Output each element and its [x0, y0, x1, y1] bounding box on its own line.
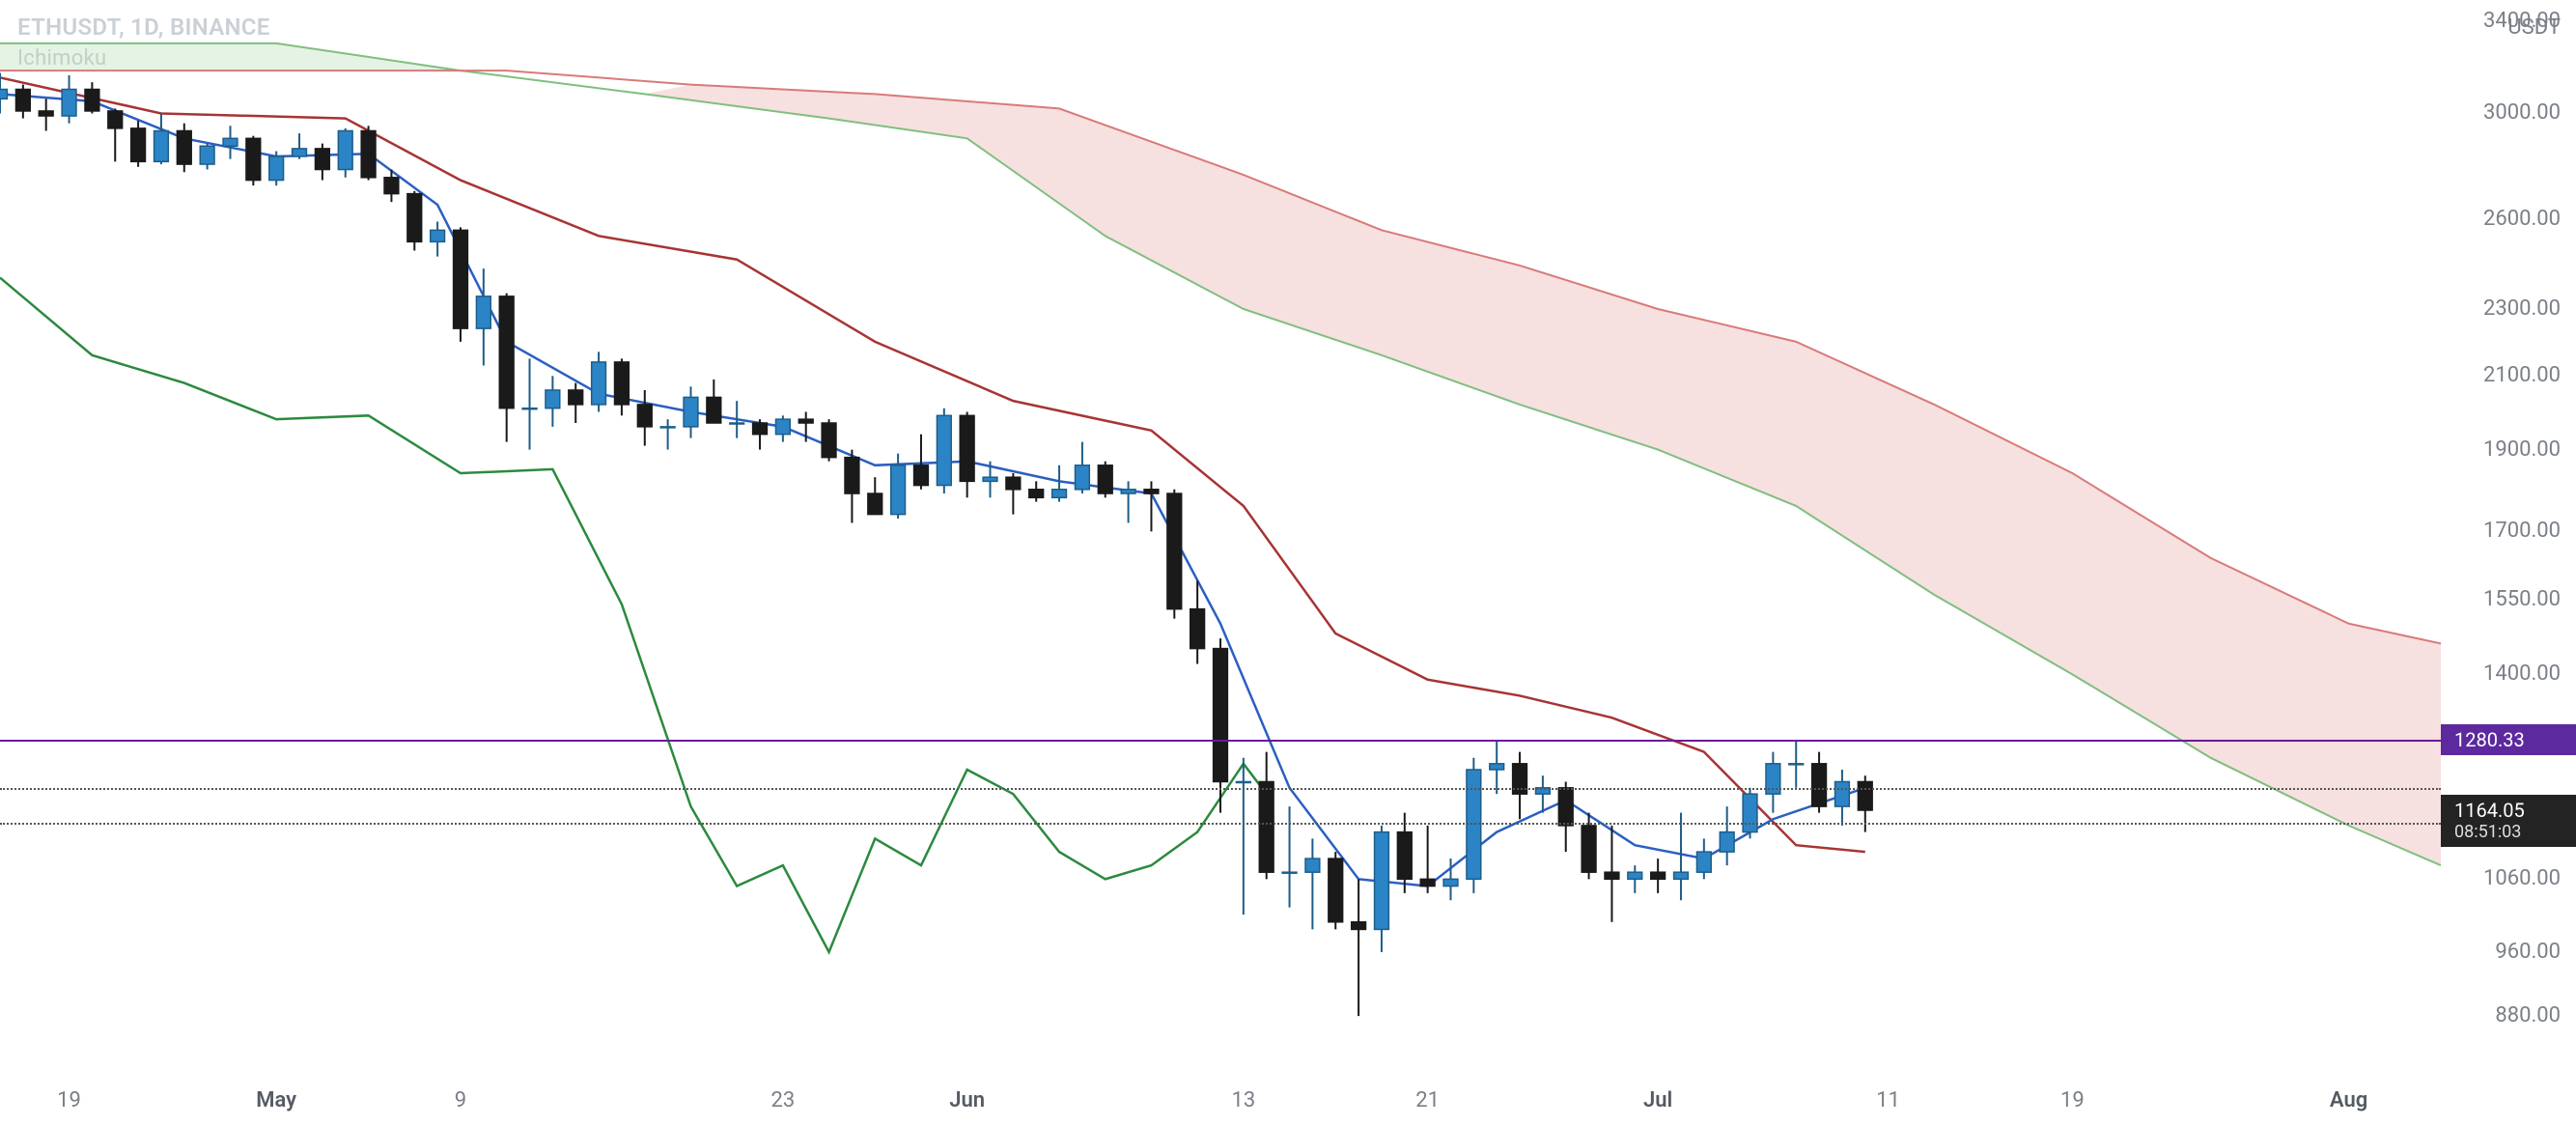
y-tick: 880.00: [2495, 1003, 2561, 1027]
alert-line[interactable]: [0, 740, 2441, 742]
y-tick: 2100.00: [2483, 363, 2561, 387]
x-tick: 13: [1231, 1088, 1255, 1112]
y-tick: 1900.00: [2483, 437, 2561, 462]
y-tick: 3400.00: [2483, 9, 2561, 33]
current-price-tag[interactable]: 1164.05 08:51:03: [2441, 795, 2576, 847]
y-tick: 1550.00: [2483, 587, 2561, 611]
x-tick: 9: [455, 1088, 466, 1112]
x-tick: Aug: [2330, 1088, 2367, 1112]
x-tick: 23: [770, 1088, 795, 1112]
x-tick: 21: [1415, 1088, 1440, 1112]
y-tick: 3000.00: [2483, 100, 2561, 125]
x-axis: 19 May 9 23 Jun 13 21 Jul 11 19 Aug: [0, 1068, 2441, 1126]
x-tick: 19: [57, 1088, 81, 1112]
x-tick: Jun: [949, 1088, 985, 1112]
y-tick: 2600.00: [2483, 207, 2561, 231]
chart-container: ETHUSDT, 1D, BINANCE Ichimoku USDT 3400.…: [0, 0, 2576, 1126]
y-tick: 960.00: [2495, 940, 2561, 964]
current-price-value: 1164.05: [2454, 799, 2566, 822]
alert-price-tag[interactable]: 1280.33: [2441, 724, 2576, 755]
price-range-bot: [0, 823, 2441, 825]
countdown-value: 08:51:03: [2454, 822, 2566, 843]
alert-price-value: 1280.33: [2454, 728, 2525, 751]
y-tick: 1060.00: [2483, 866, 2561, 890]
x-tick: Jul: [1643, 1088, 1672, 1112]
y-tick: 1700.00: [2483, 519, 2561, 543]
y-axis: USDT 3400.003000.002600.002300.002100.00…: [2441, 0, 2576, 1126]
x-tick: 11: [1876, 1088, 1900, 1112]
x-tick: May: [256, 1088, 296, 1112]
chart-canvas[interactable]: [0, 0, 2441, 1068]
x-tick: 19: [2060, 1088, 2085, 1112]
y-tick: 1400.00: [2483, 662, 2561, 686]
y-tick: 2300.00: [2483, 296, 2561, 321]
price-range-top: [0, 788, 2441, 790]
